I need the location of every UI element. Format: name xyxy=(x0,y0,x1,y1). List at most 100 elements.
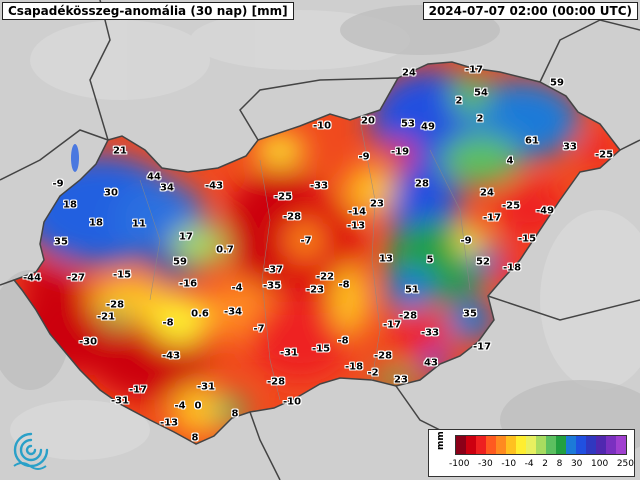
legend-ticks: -100 -30 -10 -4 2 8 30 100 250 xyxy=(449,459,634,469)
anomaly-value-label: -17 xyxy=(472,341,492,353)
anomaly-value-label: 20 xyxy=(361,115,375,127)
anomaly-value-label: 49 xyxy=(421,121,435,133)
legend-color-swatch xyxy=(566,436,576,454)
legend-color-swatch xyxy=(506,436,516,454)
anomaly-value-label: 54 xyxy=(474,87,488,99)
anomaly-value-label: 44 xyxy=(147,171,161,183)
anomaly-value-label: -31 xyxy=(279,347,299,359)
anomaly-value-label: 34 xyxy=(160,182,174,194)
anomaly-value-label: 24 xyxy=(480,187,494,199)
map-title: Csapadékösszeg-anomália (30 nap) [mm] xyxy=(2,2,294,20)
anomaly-value-label: -25 xyxy=(594,149,614,161)
anomaly-value-label: 35 xyxy=(54,236,68,248)
anomaly-value-label: -8 xyxy=(338,279,350,291)
timestamp: 2024-07-07 02:00 (00:00 UTC) xyxy=(422,2,638,20)
anomaly-value-label: -43 xyxy=(204,180,224,192)
anomaly-value-label: -22 xyxy=(315,271,335,283)
anomaly-value-label: 11 xyxy=(132,218,146,230)
legend-color-swatch xyxy=(476,436,486,454)
anomaly-value-label: -10 xyxy=(282,396,302,408)
anomaly-value-label: -10 xyxy=(312,120,332,132)
anomaly-value-label: 13 xyxy=(379,253,393,265)
legend-tick-label: -100 xyxy=(449,459,470,469)
anomaly-value-label: -4 xyxy=(231,282,243,294)
anomaly-value-label: -17 xyxy=(464,64,484,76)
legend-color-swatch xyxy=(516,436,526,454)
anomaly-value-label: -13 xyxy=(159,417,179,429)
legend-tick-label: -4 xyxy=(524,459,534,469)
anomaly-value-label: 5 xyxy=(426,254,434,266)
anomaly-value-label: 18 xyxy=(63,199,77,211)
anomaly-value-label: 8 xyxy=(191,432,199,444)
anomaly-value-label: -25 xyxy=(273,191,293,203)
anomaly-value-label: 28 xyxy=(415,178,429,190)
legend-color-swatch xyxy=(456,436,466,454)
legend-color-swatch xyxy=(466,436,476,454)
anomaly-value-label: -18 xyxy=(502,262,522,274)
anomaly-value-label: -15 xyxy=(311,343,331,355)
legend-color-swatch xyxy=(526,436,536,454)
anomaly-value-label: -30 xyxy=(78,336,98,348)
anomaly-value-label: -37 xyxy=(264,264,284,276)
anomaly-value-label: -9 xyxy=(460,235,472,247)
color-legend: mm -100 -30 -10 -4 2 8 30 100 250 xyxy=(428,429,635,477)
anomaly-value-label: 51 xyxy=(405,284,419,296)
anomaly-value-label: -13 xyxy=(346,220,366,232)
anomaly-value-label: -44 xyxy=(22,272,42,284)
legend-color-swatch xyxy=(586,436,596,454)
legend-color-swatch xyxy=(606,436,616,454)
anomaly-value-label: -17 xyxy=(128,384,148,396)
legend-unit: mm xyxy=(436,431,446,450)
anomaly-value-label: -43 xyxy=(161,350,181,362)
anomaly-value-label: -34 xyxy=(223,306,243,318)
anomaly-value-label: 43 xyxy=(424,357,438,369)
anomaly-value-label: -9 xyxy=(52,178,64,190)
anomaly-value-label: 21 xyxy=(113,145,127,157)
anomaly-value-label: -28 xyxy=(105,299,125,311)
legend-color-swatch xyxy=(536,436,546,454)
anomaly-value-label: -15 xyxy=(112,269,132,281)
anomaly-value-label: 0.7 xyxy=(216,244,234,256)
anomaly-value-label: -23 xyxy=(305,284,325,296)
legend-color-swatch xyxy=(616,436,626,454)
anomaly-value-label: 23 xyxy=(370,198,384,210)
anomaly-value-label: -17 xyxy=(382,319,402,331)
anomaly-value-label: -15 xyxy=(517,233,537,245)
anomaly-value-label: 59 xyxy=(173,256,187,268)
anomaly-value-label: 2 xyxy=(476,113,484,125)
legend-tick-label: 100 xyxy=(591,459,609,469)
anomaly-value-label: -19 xyxy=(390,146,410,158)
anomaly-value-label: -49 xyxy=(535,205,555,217)
anomaly-value-label: -33 xyxy=(420,327,440,339)
anomaly-value-label: 8 xyxy=(231,408,239,420)
anomaly-value-label: -28 xyxy=(282,211,302,223)
anomaly-value-label: -25 xyxy=(501,200,521,212)
anomaly-value-label: -8 xyxy=(162,317,174,329)
anomaly-value-label: 23 xyxy=(394,374,408,386)
anomaly-value-label: -28 xyxy=(266,376,286,388)
anomaly-value-label: -31 xyxy=(196,381,216,393)
anomaly-value-label: -33 xyxy=(309,180,329,192)
anomaly-value-label: -21 xyxy=(96,311,116,323)
met-service-logo xyxy=(13,432,49,470)
anomaly-value-label: 33 xyxy=(563,141,577,153)
legend-tick-label: 250 xyxy=(616,459,634,469)
anomaly-value-label: 61 xyxy=(525,135,539,147)
anomaly-value-label: -35 xyxy=(262,280,282,292)
anomaly-value-label: 59 xyxy=(550,77,564,89)
legend-tick-label: 2 xyxy=(542,459,548,469)
anomaly-value-label: -31 xyxy=(110,395,130,407)
anomaly-value-label: 24 xyxy=(402,67,416,79)
anomaly-value-label: 17 xyxy=(179,231,193,243)
legend-color-bar xyxy=(455,435,627,455)
anomaly-value-label: -7 xyxy=(300,235,312,247)
legend-color-swatch xyxy=(576,436,586,454)
anomaly-value-label: -28 xyxy=(373,350,393,362)
anomaly-value-label: -16 xyxy=(178,278,198,290)
anomaly-value-label: -28 xyxy=(398,310,418,322)
anomaly-value-label: 0 xyxy=(194,400,202,412)
legend-tick-label: -30 xyxy=(478,459,493,469)
anomaly-value-label: 18 xyxy=(89,217,103,229)
anomaly-value-label: 2 xyxy=(455,95,463,107)
